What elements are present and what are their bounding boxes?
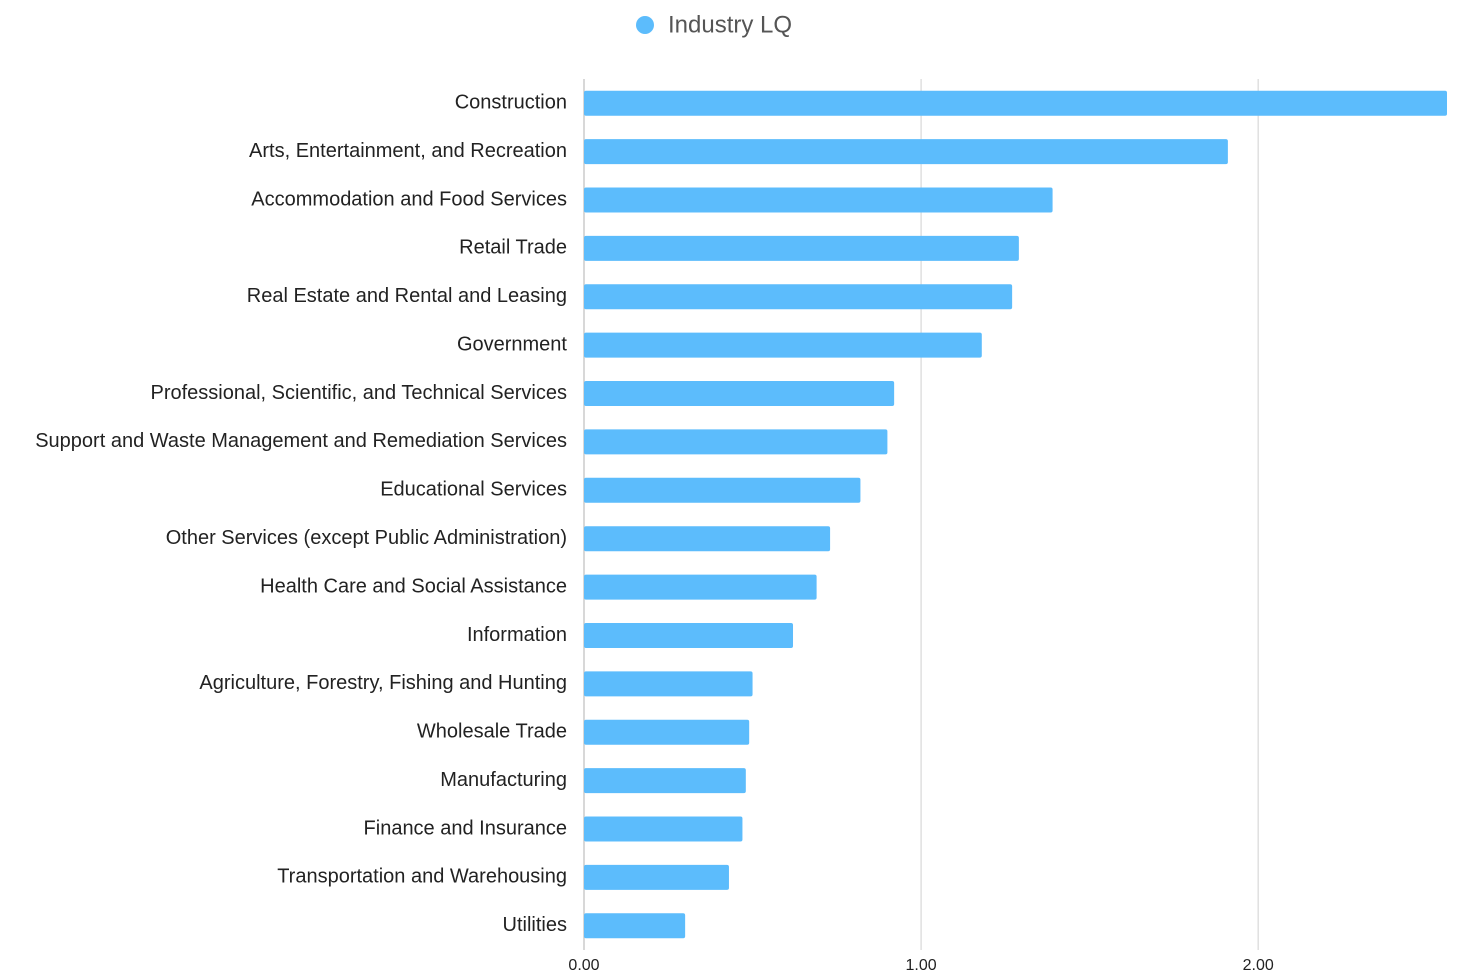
y-tick-label: Accommodation and Food Services xyxy=(251,188,567,210)
y-tick-label: Information xyxy=(467,624,567,646)
legend-marker xyxy=(636,16,654,34)
bar xyxy=(584,671,753,697)
bar xyxy=(584,235,1019,261)
bar xyxy=(584,139,1228,165)
bar xyxy=(584,719,750,745)
bar xyxy=(584,187,1053,213)
y-tick-label: Government xyxy=(457,333,567,355)
bar xyxy=(584,526,831,552)
y-tick-label: Finance and Insurance xyxy=(364,817,567,839)
y-tick-label: Educational Services xyxy=(380,479,567,501)
y-tick-label: Wholesale Trade xyxy=(417,721,567,743)
bar xyxy=(584,381,895,407)
bar xyxy=(584,768,746,794)
legend-label: Industry LQ xyxy=(668,11,792,38)
y-tick-label: Real Estate and Rental and Leasing xyxy=(247,285,567,307)
y-tick-label: Construction xyxy=(455,91,567,113)
bar xyxy=(584,332,982,358)
bar xyxy=(584,90,1447,116)
y-tick-label: Health Care and Social Assistance xyxy=(260,575,567,597)
y-tick-label: Agriculture, Forestry, Fishing and Hunti… xyxy=(199,672,567,694)
x-tick-label: 0.00 xyxy=(568,957,599,974)
y-tick-label: Professional, Scientific, and Technical … xyxy=(150,382,567,404)
bar xyxy=(584,816,743,842)
y-tick-label: Arts, Entertainment, and Recreation xyxy=(249,140,567,162)
bar xyxy=(584,477,861,503)
y-tick-label: Other Services (except Public Administra… xyxy=(166,527,567,549)
y-tick-label: Manufacturing xyxy=(440,769,567,791)
y-tick-label: Retail Trade xyxy=(459,237,567,259)
bar xyxy=(584,864,729,890)
bar xyxy=(584,429,888,455)
y-tick-label: Support and Waste Management and Remedia… xyxy=(35,430,567,452)
bar xyxy=(584,622,794,648)
bar xyxy=(584,913,686,939)
bar xyxy=(584,284,1013,310)
y-tick-label: Utilities xyxy=(503,914,567,936)
bar xyxy=(584,574,817,600)
y-tick-label: Transportation and Warehousing xyxy=(277,866,567,888)
x-tick-label: 2.00 xyxy=(1243,957,1274,974)
x-tick-label: 1.00 xyxy=(906,957,937,974)
